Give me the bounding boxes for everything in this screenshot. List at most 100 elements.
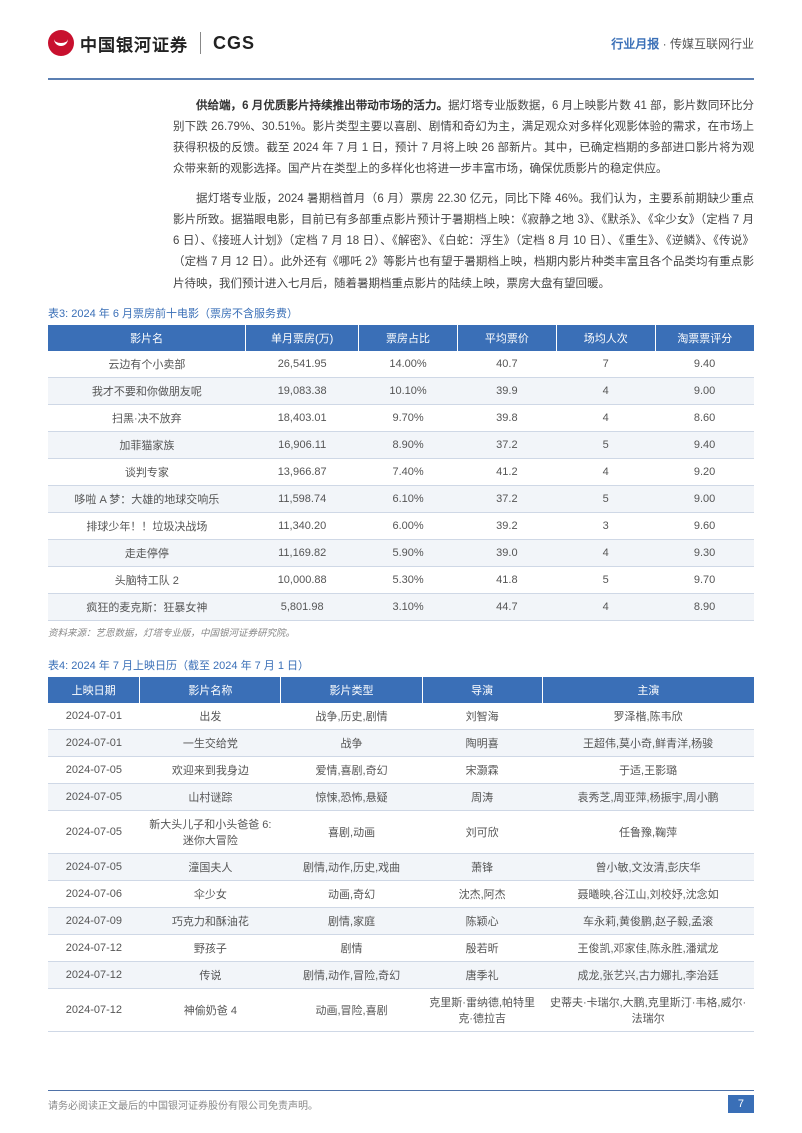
- table-cell: 动画,奇幻: [281, 880, 422, 907]
- table-cell: 2024-07-01: [48, 729, 140, 756]
- table-cell: 潼国夫人: [140, 853, 281, 880]
- table-cell: 克里斯·雷纳德,帕特里克·德拉吉: [422, 988, 542, 1031]
- logo-text-cn: 中国银河证券: [80, 31, 188, 56]
- table-cell: 刘智海: [422, 703, 542, 730]
- table-cell: 战争: [281, 729, 422, 756]
- page-footer: 请务必阅读正文最后的中国银河证券股份有限公司免责声明。 7: [48, 1090, 754, 1113]
- table-cell: 14.00%: [359, 351, 458, 378]
- table-cell: 惊悚,恐怖,悬疑: [281, 783, 422, 810]
- table-cell: 任鲁豫,鞠萍: [542, 810, 754, 853]
- table-cell: 2024-07-01: [48, 703, 140, 730]
- table-cell: 39.0: [457, 539, 556, 566]
- table-cell: 2024-07-05: [48, 783, 140, 810]
- table-cell: 战争,历史,剧情: [281, 703, 422, 730]
- table-cell: 2024-07-06: [48, 880, 140, 907]
- table-row: 2024-07-05新大头儿子和小头爸爸 6:迷你大冒险喜剧,动画刘可欣任鲁豫,…: [48, 810, 754, 853]
- table4-col-header: 导演: [422, 677, 542, 703]
- table-cell: 传说: [140, 961, 281, 988]
- table-row: 2024-07-05潼国夫人剧情,动作,历史,戏曲萧锋曾小敏,文汝清,彭庆华: [48, 853, 754, 880]
- table-cell: 9.00: [655, 485, 754, 512]
- table-cell: 37.2: [457, 485, 556, 512]
- table-cell: 9.30: [655, 539, 754, 566]
- table-row: 2024-07-12野孩子剧情殷若昕王俊凯,邓家佳,陈永胜,潘斌龙: [48, 934, 754, 961]
- paragraph-1-bold: 供给端，6 月优质影片持续推出带动市场的活力。: [196, 100, 448, 112]
- table3-source: 资料来源：艺恩数据，灯塔专业版，中国银河证券研究院。: [48, 625, 754, 639]
- table-cell: 5.90%: [359, 539, 458, 566]
- table-cell: 2024-07-05: [48, 810, 140, 853]
- table-cell: 剧情,动作,历史,戏曲: [281, 853, 422, 880]
- table-cell: 8.60: [655, 404, 754, 431]
- table-cell: 2024-07-05: [48, 853, 140, 880]
- table4-col-header: 上映日期: [48, 677, 140, 703]
- table-cell: 2024-07-12: [48, 988, 140, 1031]
- table-cell: 我才不要和你做朋友呢: [48, 377, 246, 404]
- table-cell: 剧情,家庭: [281, 907, 422, 934]
- table-row: 加菲猫家族16,906.118.90%37.259.40: [48, 431, 754, 458]
- logo-divider: [200, 32, 201, 54]
- table-row: 2024-07-12传说剧情,动作,冒险,奇幻唐季礼成龙,张艺兴,古力娜扎,李治…: [48, 961, 754, 988]
- table-cell: 陶明喜: [422, 729, 542, 756]
- table-cell: 4: [556, 539, 655, 566]
- table3: 影片名单月票房(万)票房占比平均票价场均人次淘票票评分 云边有个小卖部26,54…: [48, 325, 754, 621]
- table-cell: 11,340.20: [246, 512, 359, 539]
- table-cell: 5: [556, 431, 655, 458]
- table-cell: 5,801.98: [246, 593, 359, 620]
- table-cell: 4: [556, 404, 655, 431]
- table-cell: 8.90%: [359, 431, 458, 458]
- table-cell: 成龙,张艺兴,古力娜扎,李治廷: [542, 961, 754, 988]
- table-cell: 26,541.95: [246, 351, 359, 378]
- table-cell: 山村谜踪: [140, 783, 281, 810]
- table-cell: 39.9: [457, 377, 556, 404]
- table-cell: 史蒂夫·卡瑞尔,大鹏,克里斯汀·韦格,威尔·法瑞尔: [542, 988, 754, 1031]
- table-cell: 剧情: [281, 934, 422, 961]
- table-cell: 3: [556, 512, 655, 539]
- table-cell: 宋灏霖: [422, 756, 542, 783]
- table-cell: 40.7: [457, 351, 556, 378]
- table-cell: 6.10%: [359, 485, 458, 512]
- table4: 上映日期影片名称影片类型导演主演 2024-07-01出发战争,历史,剧情刘智海…: [48, 677, 754, 1032]
- table-cell: 11,169.82: [246, 539, 359, 566]
- paragraph-1: 供给端，6 月优质影片持续推出带动市场的活力。据灯塔专业版数据，6 月上映影片数…: [173, 96, 754, 181]
- table-cell: 3.10%: [359, 593, 458, 620]
- header-accent: 行业月报: [611, 37, 659, 51]
- paragraph-2: 据灯塔专业版，2024 暑期档首月（6 月）票房 22.30 亿元，同比下降 4…: [173, 189, 754, 295]
- header-industry: 传媒互联网行业: [670, 37, 754, 51]
- table-cell: 王超伟,莫小奇,鲜青洋,杨骏: [542, 729, 754, 756]
- table-cell: 9.00: [655, 377, 754, 404]
- table-cell: 7: [556, 351, 655, 378]
- table-cell: 7.40%: [359, 458, 458, 485]
- table4-header-row: 上映日期影片名称影片类型导演主演: [48, 677, 754, 703]
- table4-caption: 表4: 2024 年 7 月上映日历（截至 2024 年 7 月 1 日）: [48, 657, 754, 673]
- table-cell: 4: [556, 458, 655, 485]
- table3-col-header: 单月票房(万): [246, 325, 359, 351]
- footer-disclaimer: 请务必阅读正文最后的中国银河证券股份有限公司免责声明。: [48, 1097, 318, 1112]
- table-cell: 疯狂的麦克斯：狂暴女神: [48, 593, 246, 620]
- table-cell: 动画,冒险,喜剧: [281, 988, 422, 1031]
- table-cell: 剧情,动作,冒险,奇幻: [281, 961, 422, 988]
- table-row: 2024-07-09巧克力和酥油花剧情,家庭陈颖心车永莉,黄俊鹏,赵子毅,孟滚: [48, 907, 754, 934]
- logo-block: 中国银河证券 CGS: [48, 30, 255, 56]
- table-cell: 9.70%: [359, 404, 458, 431]
- table-row: 云边有个小卖部26,541.9514.00%40.779.40: [48, 351, 754, 378]
- table-cell: 于适,王影璐: [542, 756, 754, 783]
- table-cell: 9.70: [655, 566, 754, 593]
- table-cell: 神偷奶爸 4: [140, 988, 281, 1031]
- table-cell: 4: [556, 593, 655, 620]
- table-row: 我才不要和你做朋友呢19,083.3810.10%39.949.00: [48, 377, 754, 404]
- table-cell: 王俊凯,邓家佳,陈永胜,潘斌龙: [542, 934, 754, 961]
- table-cell: 10,000.88: [246, 566, 359, 593]
- table-cell: 殷若昕: [422, 934, 542, 961]
- table-cell: 16,906.11: [246, 431, 359, 458]
- table-row: 疯狂的麦克斯：狂暴女神5,801.983.10%44.748.90: [48, 593, 754, 620]
- table-cell: 41.8: [457, 566, 556, 593]
- table-cell: 云边有个小卖部: [48, 351, 246, 378]
- table-cell: 9.40: [655, 431, 754, 458]
- table-cell: 2024-07-09: [48, 907, 140, 934]
- table-cell: 聂曦映,谷江山,刘校妤,沈念如: [542, 880, 754, 907]
- logo-text-en: CGS: [213, 33, 255, 54]
- table-cell: 沈杰,阿杰: [422, 880, 542, 907]
- table-row: 排球少年！！垃圾决战场11,340.206.00%39.239.60: [48, 512, 754, 539]
- table-row: 头脑特工队 210,000.885.30%41.859.70: [48, 566, 754, 593]
- table-cell: 欢迎来到我身边: [140, 756, 281, 783]
- table-cell: 伞少女: [140, 880, 281, 907]
